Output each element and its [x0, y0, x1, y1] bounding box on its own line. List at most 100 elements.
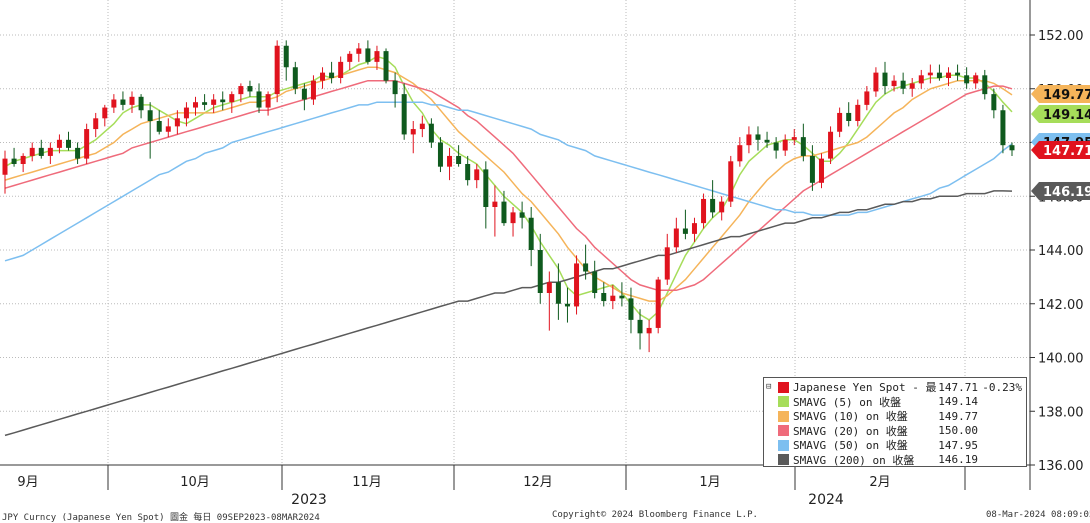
candle-body — [955, 72, 961, 76]
candle-body — [818, 158, 824, 183]
legend-box: ⊟ Japanese Yen Spot - 最新價147.71-0.23%SMA… — [763, 377, 1027, 467]
value-tag — [1031, 85, 1090, 103]
moving-average-lines — [4, 55, 1013, 437]
candle-body — [855, 104, 861, 121]
candle-body — [574, 263, 580, 307]
candle-body — [138, 96, 144, 111]
value-tag — [1031, 182, 1090, 200]
candle-body — [846, 112, 852, 121]
legend-swatch — [778, 425, 789, 437]
candle-body — [655, 279, 661, 328]
candle-body — [93, 118, 99, 130]
legend-series-name: SMAVG (200) on 收盤 — [793, 453, 915, 467]
candlesticks — [2, 40, 1015, 353]
candle-body — [837, 112, 843, 132]
candle-body — [56, 139, 62, 148]
candle-body — [202, 102, 208, 105]
legend-series-value: 147.95 — [938, 438, 978, 452]
legend-swatch — [778, 396, 789, 408]
candle-body — [392, 80, 398, 95]
legend-collapse-icon[interactable]: ⊟ — [766, 382, 772, 392]
candle-body — [301, 88, 307, 100]
ma-line — [4, 101, 1013, 262]
candle-body — [1009, 145, 1015, 151]
candle-body — [256, 91, 262, 108]
candle-body — [410, 129, 416, 135]
candle-body — [102, 107, 108, 119]
candle-body — [474, 169, 480, 181]
candle-body — [691, 223, 697, 234]
candle-body — [528, 217, 534, 250]
candle-body — [20, 155, 26, 164]
y-tick-label: 144.00 — [1038, 244, 1084, 259]
candle-body — [111, 99, 117, 108]
candle-body — [927, 72, 933, 76]
y-tick-label: 136.00 — [1038, 459, 1084, 474]
candle-body — [238, 86, 244, 95]
footer-copyright: Copyright© 2024 Bloomberg Finance L.P. — [552, 510, 758, 520]
candle-body — [374, 51, 380, 62]
candle-body — [211, 99, 217, 105]
candle-body — [265, 94, 271, 108]
candle-body — [982, 75, 988, 95]
ma-line — [4, 79, 1013, 292]
candle-body — [320, 72, 326, 81]
legend-series-name: SMAVG (5) on 收盤 — [793, 395, 902, 409]
candle-body — [519, 212, 525, 218]
candle-body — [156, 121, 162, 132]
candle-body — [809, 155, 815, 183]
candle-body — [764, 139, 770, 143]
candle-body — [800, 137, 806, 156]
candle-body — [628, 298, 634, 320]
candle-body — [356, 48, 362, 54]
legend-swatch — [778, 410, 789, 422]
legend-series-change: -0.23% — [982, 380, 1022, 394]
legend-series-name: SMAVG (20) on 收盤 — [793, 424, 908, 438]
candle-body — [38, 147, 44, 156]
candle-body — [773, 142, 779, 151]
ma-line — [4, 190, 1013, 437]
legend-series-value: 150.00 — [938, 424, 978, 438]
candle-body — [592, 271, 598, 293]
candle-body — [11, 158, 17, 164]
candle-body — [646, 327, 652, 334]
candle-body — [728, 161, 734, 202]
value-tag-label: 146.19 — [1043, 185, 1090, 200]
legend-row: SMAVG (20) on 收盤 150.00 — [778, 424, 1022, 439]
candle-body — [310, 80, 316, 100]
legend-swatch — [778, 454, 789, 466]
y-tick-label: 142.00 — [1038, 298, 1084, 313]
candle-body — [583, 263, 589, 272]
candle-body — [193, 102, 199, 108]
candle-body — [637, 319, 643, 334]
candle-body — [1000, 110, 1006, 146]
candle-body — [338, 61, 344, 78]
candle-body — [483, 169, 489, 207]
candle-body — [129, 96, 135, 105]
footer-ticker: JPY Curncy (Japanese Yen Spot) 圖金 每日 09S… — [2, 513, 320, 523]
x-month-label: 10月 — [180, 475, 210, 490]
value-tag — [1031, 105, 1090, 123]
value-tag-label: 147.71 — [1043, 144, 1090, 159]
candle-body — [701, 198, 707, 224]
value-tag-label: 149.14 — [1043, 108, 1090, 123]
candle-body — [737, 145, 743, 162]
x-month-label: 11月 — [352, 475, 382, 490]
candle-body — [365, 48, 371, 62]
candle-body — [174, 118, 180, 127]
candle-body — [682, 228, 688, 234]
legend-series-name: Japanese Yen Spot - 最新價 — [793, 381, 936, 395]
legend-swatch — [778, 381, 789, 393]
candle-body — [991, 94, 997, 111]
candle-body — [456, 155, 462, 164]
candle-body — [964, 75, 970, 84]
legend-row: SMAVG (5) on 收盤 149.14 — [778, 395, 1022, 410]
candle-body — [755, 134, 761, 140]
x-month-label: 12月 — [523, 475, 553, 490]
candle-body — [66, 139, 72, 148]
candle-body — [183, 107, 189, 119]
footer-timestamp: 08-Mar-2024 08:09:05 — [986, 510, 1090, 520]
candle-body — [383, 51, 389, 81]
candle-body — [120, 99, 126, 105]
